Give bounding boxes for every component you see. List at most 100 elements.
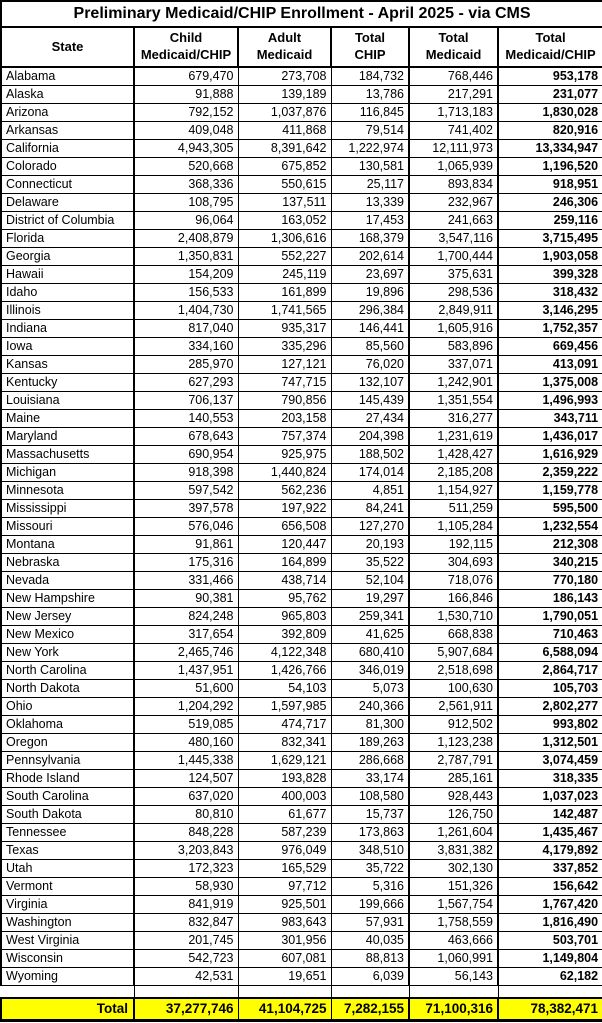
value-cell: 3,547,116 — [409, 228, 499, 248]
table-row: Rhode Island 124,507 193,828 33,174 285,161 3… — [0, 768, 602, 788]
value-cell: 41,625 — [331, 624, 410, 644]
total-total-medicaid-chip: 78,382,471 — [498, 997, 602, 1022]
column-header-total-medicaid-chip: Total Medicaid/CHIP — [496, 26, 602, 68]
column-header-line1: Total — [354, 30, 386, 46]
value-cell: 120,447 — [238, 534, 332, 554]
value-cell: 19,297 — [331, 588, 410, 608]
table-row: Louisiana 706,137 790,856 145,439 1,351,554 1… — [0, 390, 602, 410]
table-row: Delaware 108,795 137,511 13,339 232,967 246,3… — [0, 192, 602, 212]
value-cell: 173,863 — [331, 822, 410, 842]
value-cell: 1,060,991 — [409, 948, 499, 968]
table-row: Wyoming 42,531 19,651 6,039 56,143 62,182 — [0, 966, 602, 986]
value-cell: 912,502 — [409, 714, 499, 734]
value-cell: 166,846 — [409, 588, 499, 608]
table-row: Colorado 520,668 675,852 130,581 1,065,939 1,… — [0, 156, 602, 176]
table-row: Michigan 918,398 1,440,824 174,014 2,185,208… — [0, 462, 602, 482]
state-cell: Virginia — [0, 894, 135, 914]
value-cell: 79,514 — [331, 120, 410, 140]
value-cell: 411,868 — [238, 120, 332, 140]
value-cell: 296,384 — [331, 300, 410, 320]
value-cell: 6,039 — [331, 966, 410, 986]
state-cell: Indiana — [0, 318, 135, 338]
value-cell: 2,802,277 — [498, 696, 602, 716]
value-cell: 348,510 — [331, 840, 410, 860]
value-cell: 1,232,554 — [498, 516, 602, 536]
value-cell: 317,654 — [134, 624, 239, 644]
table-row: Texas 3,203,843 976,049 348,510 3,831,382 4,1… — [0, 840, 602, 860]
table-row: Minnesota 597,542 562,236 4,851 1,154,927 1,1… — [0, 480, 602, 500]
state-cell: Tennessee — [0, 822, 135, 842]
value-cell: 1,350,831 — [134, 246, 239, 266]
table-row: West Virginia 201,745 301,956 40,035 463,666… — [0, 930, 602, 950]
value-cell: 1,242,901 — [409, 372, 499, 392]
value-cell: 718,076 — [409, 570, 499, 590]
value-cell: 340,215 — [498, 552, 602, 572]
state-cell: District of Columbia — [0, 210, 135, 230]
table-row: Hawaii 154,209 245,119 23,697 375,631 399,328 — [0, 264, 602, 284]
value-cell: 318,335 — [498, 768, 602, 788]
state-cell: Delaware — [0, 192, 135, 212]
value-cell: 597,542 — [134, 480, 239, 500]
value-cell: 245,119 — [238, 264, 332, 284]
value-cell: 965,803 — [238, 606, 332, 626]
value-cell: 993,802 — [498, 714, 602, 734]
column-header-line2: CHIP — [354, 47, 386, 62]
state-cell: Kansas — [0, 354, 135, 374]
state-cell: Washington — [0, 912, 135, 932]
value-cell: 285,970 — [134, 354, 239, 374]
column-header-line1: Total — [535, 30, 566, 46]
value-cell: 680,410 — [331, 642, 410, 662]
value-cell: 58,930 — [134, 876, 239, 896]
value-cell: 142,487 — [498, 804, 602, 824]
value-cell: 4,122,348 — [238, 642, 332, 662]
value-cell: 126,750 — [409, 804, 499, 824]
value-cell: 925,501 — [238, 894, 332, 914]
column-header-line2: Medicaid — [425, 47, 482, 62]
value-cell: 161,899 — [238, 282, 332, 302]
value-cell: 595,500 — [498, 498, 602, 518]
value-cell: 1,440,824 — [238, 462, 332, 482]
value-cell: 51,600 — [134, 678, 239, 698]
state-cell: Utah — [0, 858, 135, 878]
value-cell: 1,065,939 — [409, 156, 499, 176]
value-cell: 137,511 — [238, 192, 332, 212]
state-cell: New York — [0, 642, 135, 662]
value-cell: 40,035 — [331, 930, 410, 950]
value-cell: 392,809 — [238, 624, 332, 644]
value-cell: 550,615 — [238, 174, 332, 194]
value-cell: 76,020 — [331, 354, 410, 374]
value-cell: 259,341 — [331, 606, 410, 626]
state-cell: Connecticut — [0, 174, 135, 194]
value-cell: 1,231,619 — [409, 426, 499, 446]
table-row: Wisconsin 542,723 607,081 88,813 1,060,991 1,… — [0, 948, 602, 968]
value-cell: 33,174 — [331, 768, 410, 788]
value-cell: 2,359,222 — [498, 462, 602, 482]
value-cell: 331,466 — [134, 570, 239, 590]
value-cell: 302,130 — [409, 858, 499, 878]
value-cell: 519,085 — [134, 714, 239, 734]
table-row: Alabama 679,470 273,708 184,732 768,446 953,1… — [0, 66, 602, 86]
table-row: Montana 91,861 120,447 20,193 192,115 212,308 — [0, 534, 602, 554]
value-cell: 1,758,559 — [409, 912, 499, 932]
table-row: Illinois 1,404,730 1,741,565 296,384 2,849,9… — [0, 300, 602, 320]
value-cell: 1,196,520 — [498, 156, 602, 176]
value-cell: 1,616,929 — [498, 444, 602, 464]
value-cell: 132,107 — [331, 372, 410, 392]
value-cell: 1,597,985 — [238, 696, 332, 716]
table-row: Massachusetts 690,954 925,975 188,502 1,428,… — [0, 444, 602, 464]
value-cell: 165,529 — [238, 858, 332, 878]
value-cell: 91,861 — [134, 534, 239, 554]
state-cell: Hawaii — [0, 264, 135, 284]
value-cell: 88,813 — [331, 948, 410, 968]
value-cell: 285,161 — [409, 768, 499, 788]
value-cell: 57,931 — [331, 912, 410, 932]
value-cell: 832,847 — [134, 912, 239, 932]
value-cell: 175,316 — [134, 552, 239, 572]
value-cell: 1,567,754 — [409, 894, 499, 914]
state-cell: Louisiana — [0, 390, 135, 410]
value-cell: 1,037,876 — [238, 102, 332, 122]
value-cell: 669,456 — [498, 336, 602, 356]
table-row: New York 2,465,746 4,122,348 680,410 5,907,6… — [0, 642, 602, 662]
